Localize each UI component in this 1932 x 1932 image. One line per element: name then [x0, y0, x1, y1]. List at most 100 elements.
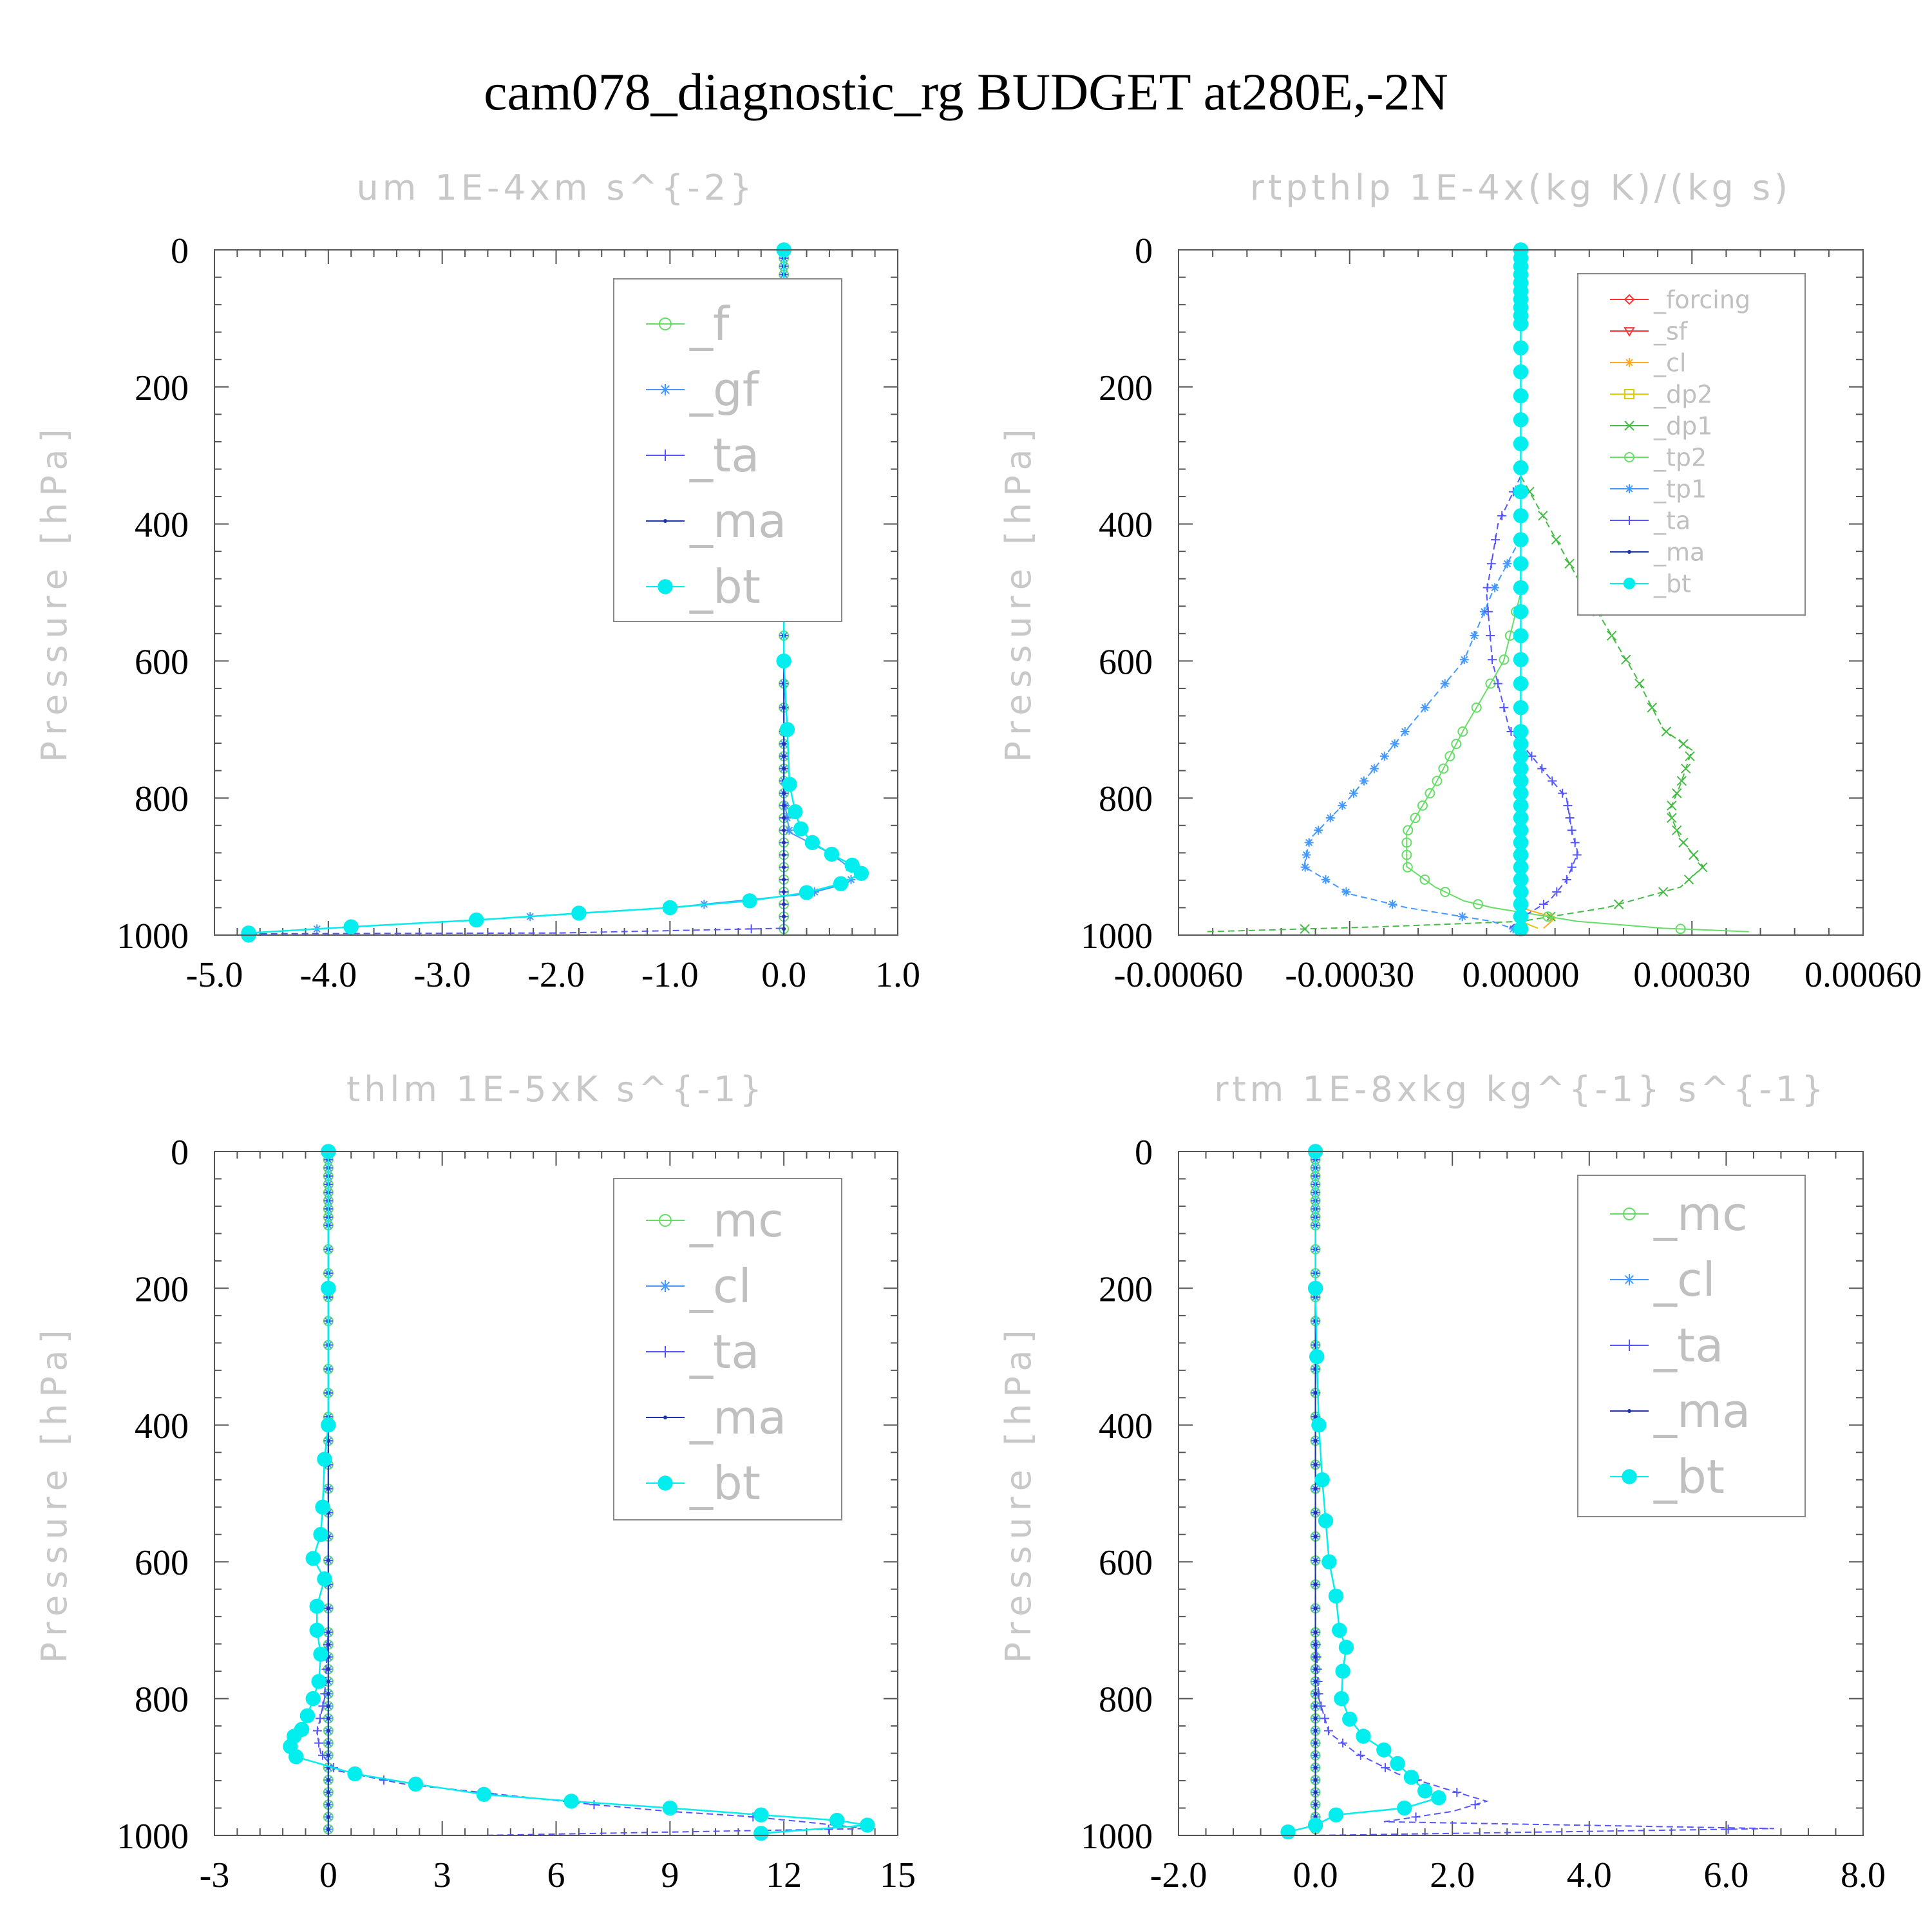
series_ta-marker	[1485, 631, 1495, 641]
series_bt-marker	[662, 1800, 678, 1816]
series_ta-marker	[1452, 1788, 1462, 1797]
series_tp1-marker	[1314, 826, 1323, 835]
legend-entry_tp2: _tp2	[1610, 443, 1707, 471]
series_ma-marker	[1313, 1642, 1318, 1647]
legend_mc-marker	[659, 1214, 672, 1227]
legend_ta-marker	[659, 1346, 671, 1358]
series_ma-marker	[326, 1606, 330, 1611]
series_tp2-marker	[1432, 775, 1443, 786]
y-tick-label: 600	[135, 642, 189, 682]
series_bt	[1513, 242, 1529, 937]
series_ma-marker	[782, 902, 786, 907]
x-tick-label: 0.0	[761, 955, 806, 995]
legend-label: _mc	[1653, 1187, 1748, 1241]
plot-frame	[1178, 1151, 1864, 1836]
series_tp2-marker	[1499, 654, 1510, 665]
y-tick-label: 400	[135, 1406, 189, 1446]
series_bt-marker	[1318, 1513, 1334, 1529]
series_bt-marker	[305, 1551, 321, 1566]
legend: _mc _cl _ta _ma _bt	[613, 1178, 842, 1520]
series_bt-marker	[1338, 1640, 1354, 1655]
legend_ta-marker	[659, 450, 671, 461]
legend-label: _ta	[1653, 1318, 1723, 1372]
legend-label: _cl	[1653, 1253, 1716, 1307]
legend_forcing-marker	[1624, 294, 1635, 305]
series_gf-marker	[810, 887, 819, 896]
series_ma-marker	[326, 1704, 330, 1709]
y-tick-label: 800	[1099, 1680, 1153, 1720]
legend-label: _bt	[1653, 1450, 1725, 1504]
y-tick-label: 600	[135, 1543, 189, 1583]
series_bt-marker	[1311, 1417, 1327, 1433]
series_bt-marker	[742, 893, 757, 909]
y-tick-label: 400	[135, 506, 189, 545]
series_ma-marker	[326, 1753, 330, 1757]
y-tick-label: 800	[135, 779, 189, 819]
series_tp2-marker	[1401, 849, 1412, 860]
legend-label: _forcing	[1653, 285, 1750, 314]
series_tp2-marker	[1473, 899, 1484, 910]
y-tick-label: 1000	[117, 916, 189, 956]
series_bt-marker	[662, 900, 678, 916]
y-tick-label: 1000	[117, 1817, 189, 1857]
series_tp1-marker	[1302, 850, 1311, 860]
series_bt-marker	[804, 835, 820, 851]
series_ta-marker	[1527, 752, 1537, 761]
series_ma-marker	[1313, 1692, 1318, 1696]
series_bt-marker	[776, 653, 791, 669]
series_ma-marker	[782, 828, 786, 833]
series-line_ta	[1486, 250, 1579, 929]
series_bt-marker	[317, 1452, 332, 1467]
series_bt-marker	[1513, 736, 1529, 752]
series_bt-marker	[1513, 412, 1529, 428]
series_bt-marker	[1513, 748, 1529, 764]
x-tick-label: -3	[200, 1855, 230, 1895]
legend_f-marker	[659, 317, 672, 330]
series_bt-marker	[833, 876, 849, 891]
series_dp1-marker	[1667, 813, 1677, 823]
series_ma-marker	[1313, 1654, 1318, 1659]
x-tick-label: 0.0	[1293, 1855, 1338, 1895]
series_dp1-marker	[1676, 775, 1687, 786]
series_bt-marker	[1417, 1783, 1433, 1799]
series_bt-marker	[1513, 872, 1529, 887]
series_ta-marker	[1723, 1824, 1733, 1834]
x-tick-label: 9	[661, 1855, 679, 1895]
series_tp2-marker	[1401, 837, 1412, 848]
series_tp2-marker	[1440, 886, 1451, 897]
legend-entry_ma: _ma	[646, 1390, 786, 1444]
panel-3: thlm 1E-5xK s^{-1} Pressure [hPa] -3 0 3 6 9 12…	[34, 1069, 916, 1895]
y-tick-label: 0	[1135, 231, 1153, 271]
series_tp2-marker	[1444, 751, 1455, 762]
series_bt-marker	[1513, 761, 1529, 777]
series_bt-marker	[1513, 652, 1529, 667]
x-tick-label: 4.0	[1567, 1855, 1612, 1895]
series_ma-marker	[326, 1803, 330, 1807]
series_ma-marker	[782, 865, 786, 869]
series_tp1-marker	[1470, 631, 1479, 641]
series_ma-marker	[1313, 1728, 1318, 1733]
series_bt-marker	[1335, 1663, 1350, 1679]
series_ta-marker	[1548, 776, 1557, 786]
panel-4: rtm 1E-8xkg kg^{-1} s^{-1} Pressure [hPa]…	[998, 1069, 1886, 1895]
series_tp2-marker	[1542, 911, 1553, 922]
series_ma-marker	[782, 877, 786, 882]
series_ma-marker	[1313, 1558, 1318, 1563]
legend-entry_bt: _bt	[646, 560, 761, 614]
series_ta-marker	[1539, 900, 1548, 909]
series_ma-marker	[326, 1827, 330, 1832]
x-tick-label: -4.0	[300, 955, 357, 995]
series_ta-marker	[1411, 1812, 1421, 1822]
series_bt-marker	[1314, 1472, 1330, 1488]
series_ma-marker	[782, 914, 786, 919]
series_tp1-marker	[1459, 655, 1469, 665]
series_tp2-marker	[1438, 763, 1449, 774]
series_tp1-marker	[1420, 703, 1430, 712]
figure-title: cam078_diagnostic_rg BUDGET at280E,-2N	[484, 62, 1448, 121]
series_bt-marker	[289, 1749, 304, 1765]
series_tp1-marker	[1341, 887, 1351, 896]
series_dp1-marker	[1680, 763, 1691, 774]
series_bt	[1280, 1144, 1446, 1840]
series_bt-marker	[1513, 340, 1529, 355]
x-tick-label: -2.0	[1150, 1855, 1208, 1895]
